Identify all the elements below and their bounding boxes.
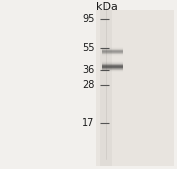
Bar <box>102 51 123 52</box>
Bar <box>102 55 123 56</box>
Bar <box>102 49 123 50</box>
Bar <box>96 10 174 166</box>
Bar <box>102 54 123 55</box>
Text: 28: 28 <box>82 80 95 90</box>
Text: 95: 95 <box>82 14 95 25</box>
Text: kDa: kDa <box>96 2 118 12</box>
Bar <box>102 50 123 51</box>
Bar <box>102 62 123 63</box>
Bar <box>102 65 123 66</box>
Bar <box>102 48 123 49</box>
Text: 17: 17 <box>82 118 95 128</box>
Bar <box>102 68 123 69</box>
Bar <box>102 63 123 64</box>
Bar <box>102 71 123 72</box>
Text: 55: 55 <box>82 43 95 53</box>
Bar <box>102 52 123 53</box>
Bar <box>102 67 123 68</box>
Bar <box>100 10 112 166</box>
Bar <box>102 69 123 70</box>
Bar <box>102 66 123 67</box>
Text: 36: 36 <box>82 65 95 75</box>
Bar <box>102 53 123 54</box>
Bar <box>102 61 123 62</box>
Bar <box>102 47 123 48</box>
Bar <box>102 70 123 71</box>
Bar <box>102 64 123 65</box>
